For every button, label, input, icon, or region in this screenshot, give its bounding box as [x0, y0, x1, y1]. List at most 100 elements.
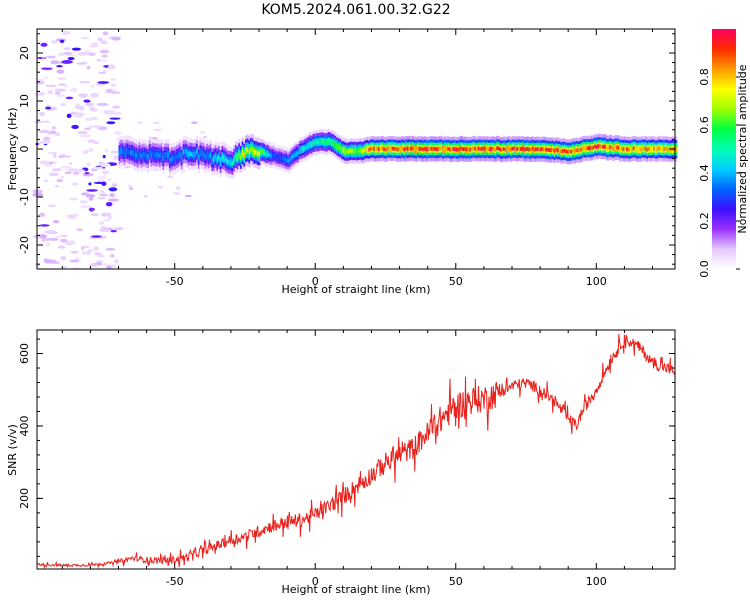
- ridge-cell: [258, 151, 261, 157]
- y-tick-label: 400: [18, 415, 31, 436]
- ridge-cell: [489, 147, 492, 151]
- ridge-cell: [560, 149, 563, 154]
- ridge-cell: [238, 152, 241, 158]
- noise-blob: [102, 31, 109, 36]
- noise-blob: [62, 51, 73, 55]
- noise-blob: [99, 49, 110, 54]
- noise-blob: [76, 169, 85, 172]
- ridge-cell: [182, 149, 185, 155]
- ridge-cell: [531, 146, 534, 151]
- noise-blob: [86, 162, 92, 166]
- ridge-cell: [177, 153, 180, 159]
- ridge-cell: [511, 146, 514, 151]
- ridge-cell: [189, 151, 192, 157]
- noise-speck: [176, 187, 181, 191]
- noise-blob: [36, 78, 45, 81]
- noise-blob: [84, 127, 91, 131]
- noise-blob: [109, 117, 121, 120]
- ridge-cell: [253, 149, 256, 155]
- ridge-cell: [211, 157, 214, 163]
- ridge-cell: [465, 147, 469, 152]
- ridge-cell: [492, 146, 496, 151]
- y-tick-label: -10: [18, 188, 31, 206]
- colorbar-tick-label: 0.6: [698, 116, 711, 134]
- ridge-cell: [278, 155, 281, 160]
- ridge-cell: [241, 150, 244, 156]
- noise-blob: [70, 250, 79, 254]
- ridge-cell: [352, 149, 356, 154]
- ridge-cell: [221, 154, 224, 160]
- noise-blob: [96, 102, 109, 107]
- ridge-cell: [357, 148, 361, 153]
- ridge-cell: [556, 148, 560, 153]
- noise-blob: [99, 193, 109, 197]
- snr-x-label: Height of straight line (km): [281, 583, 430, 596]
- noise-blob: [58, 83, 66, 86]
- ridge-cell: [513, 146, 516, 151]
- spectrogram-marks: [32, 30, 678, 270]
- ridge-cell: [123, 151, 126, 157]
- ridge-cell: [332, 141, 335, 146]
- ridge-cell: [194, 151, 197, 157]
- ridge-cell: [184, 149, 187, 154]
- noise-blob: [113, 227, 124, 231]
- colorbar-tick-label: 0.8: [698, 68, 711, 86]
- ridge-cell: [295, 151, 298, 156]
- ridge-cell: [568, 149, 571, 154]
- ridge-cell: [653, 146, 656, 151]
- ridge-cell: [427, 147, 430, 152]
- ridge-cell: [663, 147, 666, 152]
- ridge-cell: [435, 147, 438, 152]
- noise-blob: [60, 234, 68, 238]
- noise-blob: [79, 200, 88, 204]
- noise-blob: [39, 224, 50, 227]
- ridge-cell: [356, 149, 359, 154]
- ridge-cell: [290, 155, 293, 160]
- ridge-cell: [675, 147, 678, 152]
- ridge-cell: [642, 146, 646, 151]
- noise-blob: [83, 99, 91, 103]
- noise-blob: [88, 182, 92, 186]
- ridge-cell: [229, 159, 233, 165]
- ridge-cell: [487, 147, 491, 151]
- noise-blob: [51, 126, 57, 130]
- ridge-cell: [619, 147, 622, 151]
- noise-blob: [55, 88, 67, 92]
- noise-blob: [44, 259, 53, 264]
- y-tick-label: 200: [18, 488, 31, 509]
- noise-blob: [60, 165, 72, 169]
- ridge-cell: [668, 147, 671, 152]
- noise-blob: [60, 238, 68, 243]
- ridge-cell: [239, 155, 243, 160]
- noise-blob: [99, 59, 107, 62]
- noise-blob: [70, 111, 77, 115]
- ridge-cell: [523, 147, 526, 152]
- ridge-cell: [283, 157, 286, 162]
- ridge-cell: [610, 146, 614, 150]
- ridge-cell: [300, 147, 303, 152]
- ridge-cell: [327, 139, 330, 144]
- ridge-cell: [158, 153, 162, 159]
- ridge-cell: [383, 147, 386, 152]
- noise-blob: [47, 204, 57, 207]
- ridge-cell: [162, 156, 165, 161]
- ridge-cell: [659, 146, 663, 151]
- ridge-cell: [155, 152, 158, 158]
- ridge-cell: [128, 150, 131, 156]
- ridge-cell: [460, 146, 464, 151]
- ridge-cell: [428, 146, 431, 151]
- ridge-cell: [420, 146, 423, 151]
- ridge-cell: [285, 158, 288, 162]
- ridge-cell: [373, 146, 376, 151]
- noise-blob: [85, 102, 95, 107]
- noise-blob: [111, 36, 121, 41]
- ridge-cell: [634, 146, 637, 151]
- noise-speck: [157, 185, 164, 189]
- ridge-cell: [160, 152, 163, 157]
- ridge-cell: [349, 148, 352, 153]
- ridge-cell: [600, 144, 604, 149]
- ridge-cell: [474, 146, 477, 151]
- ridge-cell: [533, 147, 536, 152]
- noise-blob: [50, 60, 60, 65]
